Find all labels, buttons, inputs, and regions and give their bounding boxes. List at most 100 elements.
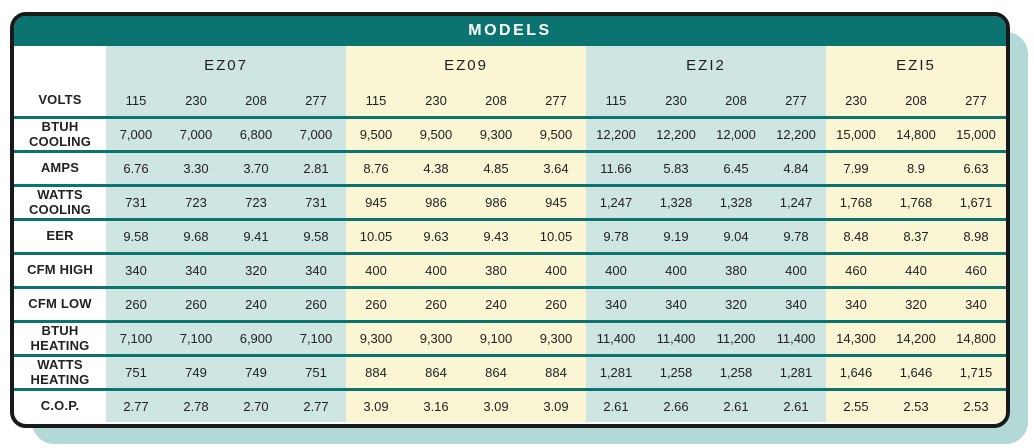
spec-cell: 9.63 [406, 218, 466, 254]
models-header: MODELS [14, 16, 1006, 46]
column-group-header: EZ07 [106, 46, 346, 84]
spec-cell: 340 [826, 286, 886, 322]
volts-cell: 115 [346, 84, 406, 118]
spec-cell: 11,400 [586, 320, 646, 356]
spec-cell: 11,400 [766, 320, 826, 356]
spec-cell: 12,200 [586, 116, 646, 152]
spec-cell: 15,000 [826, 116, 886, 152]
spec-cell: 380 [466, 252, 526, 288]
spec-cell: 986 [406, 184, 466, 220]
volts-cell: 230 [406, 84, 466, 118]
spec-cell: 1,258 [706, 354, 766, 390]
spec-cell: 380 [706, 252, 766, 288]
volts-cell: 208 [466, 84, 526, 118]
spec-cell: 9.68 [166, 218, 226, 254]
spec-cell: 2.77 [286, 388, 346, 422]
spec-cell: 7.99 [826, 150, 886, 186]
spec-cell: 9,500 [406, 116, 466, 152]
spec-cell: 6.63 [946, 150, 1006, 186]
spec-cell: 340 [286, 252, 346, 288]
spec-cell: 7,100 [166, 320, 226, 356]
volts-cell: 277 [946, 84, 1006, 118]
table-row: WATTS COOLING 731 723 723 731 945 986 986 945 1,2… [14, 184, 1006, 220]
spec-cell: 1,281 [586, 354, 646, 390]
spec-cell: 12,000 [706, 116, 766, 152]
spec-cell: 6,900 [226, 320, 286, 356]
spec-cell: 260 [406, 286, 466, 322]
volts-cell: 277 [766, 84, 826, 118]
spec-cell: 1,328 [646, 184, 706, 220]
spec-cell: 751 [106, 354, 166, 390]
spec-cell: 8.9 [886, 150, 946, 186]
spec-cell: 320 [886, 286, 946, 322]
spec-cell: 9.43 [466, 218, 526, 254]
spec-cell: 1,328 [706, 184, 766, 220]
row-label: CFM HIGH [14, 252, 106, 288]
spec-cell: 340 [946, 286, 1006, 322]
spec-cell: 9,300 [526, 320, 586, 356]
volts-cell: 115 [586, 84, 646, 118]
spec-cell: 723 [226, 184, 286, 220]
spec-cell: 731 [286, 184, 346, 220]
spec-cell: 240 [466, 286, 526, 322]
spec-cell: 6.45 [706, 150, 766, 186]
volts-cell: 230 [646, 84, 706, 118]
spec-cell: 11,200 [706, 320, 766, 356]
spec-cell: 400 [766, 252, 826, 288]
spec-cell: 2.61 [706, 388, 766, 422]
spec-cell: 2.66 [646, 388, 706, 422]
spec-cell: 9,100 [466, 320, 526, 356]
spec-cell: 1,247 [766, 184, 826, 220]
volts-cell: 230 [166, 84, 226, 118]
table-row: CFM HIGH 340 340 320 340 400 400 380 400 400 400 38… [14, 252, 1006, 288]
spec-cell: 1,715 [946, 354, 1006, 390]
spec-cell: 340 [586, 286, 646, 322]
spec-cell: 11.66 [586, 150, 646, 186]
spec-cell: 8.37 [886, 218, 946, 254]
spec-cell: 340 [766, 286, 826, 322]
spec-cell: 2.61 [766, 388, 826, 422]
spec-cell: 6.76 [106, 150, 166, 186]
spec-cell: 2.55 [826, 388, 886, 422]
spec-table-panel: MODELS EZ07 EZ09 EZI2 EZI5 VOLTS 115 230 208 277… [10, 12, 1010, 428]
spec-cell: 4.38 [406, 150, 466, 186]
spec-cell: 9.58 [286, 218, 346, 254]
column-group-header: EZI2 [586, 46, 826, 84]
volts-cell: 230 [826, 84, 886, 118]
spec-cell: 3.09 [346, 388, 406, 422]
spec-cell: 14,300 [826, 320, 886, 356]
spec-cell: 340 [646, 286, 706, 322]
spec-cell: 2.78 [166, 388, 226, 422]
table-row: EER 9.58 9.68 9.41 9.58 10.05 9.63 9.43 10.05 9.7… [14, 218, 1006, 254]
spec-cell: 5.83 [646, 150, 706, 186]
spec-cell: 9,500 [526, 116, 586, 152]
table-row: BTUH HEATING 7,100 7,100 6,900 7,100 9,300 9,3… [14, 320, 1006, 356]
spec-cell: 9.78 [586, 218, 646, 254]
spec-cell: 945 [526, 184, 586, 220]
spec-table: EZ07 EZ09 EZI2 EZI5 VOLTS 115 230 208 277 115 230 2… [14, 46, 1006, 422]
spec-cell: 400 [646, 252, 706, 288]
spec-cell: 4.85 [466, 150, 526, 186]
spec-cell: 7,100 [106, 320, 166, 356]
spec-cell: 260 [286, 286, 346, 322]
spec-cell: 3.09 [466, 388, 526, 422]
spec-cell: 986 [466, 184, 526, 220]
table-row: WATTS HEATING 751 749 749 751 884 864 864 884 1,2… [14, 354, 1006, 390]
spec-cell: 12,200 [766, 116, 826, 152]
spec-cell: 10.05 [346, 218, 406, 254]
spec-cell: 400 [346, 252, 406, 288]
spec-cell: 2.81 [286, 150, 346, 186]
spec-cell: 3.16 [406, 388, 466, 422]
spec-cell: 320 [706, 286, 766, 322]
table-row: CFM LOW 260 260 240 260 260 260 240 260 340 340 320… [14, 286, 1006, 322]
spec-cell: 9.04 [706, 218, 766, 254]
spec-cell: 12,200 [646, 116, 706, 152]
spec-cell: 9,300 [406, 320, 466, 356]
spec-cell: 260 [166, 286, 226, 322]
spec-cell: 1,768 [886, 184, 946, 220]
spec-cell: 3.30 [166, 150, 226, 186]
spec-cell: 9,300 [346, 320, 406, 356]
spec-cell: 260 [346, 286, 406, 322]
spec-cell: 2.77 [106, 388, 166, 422]
